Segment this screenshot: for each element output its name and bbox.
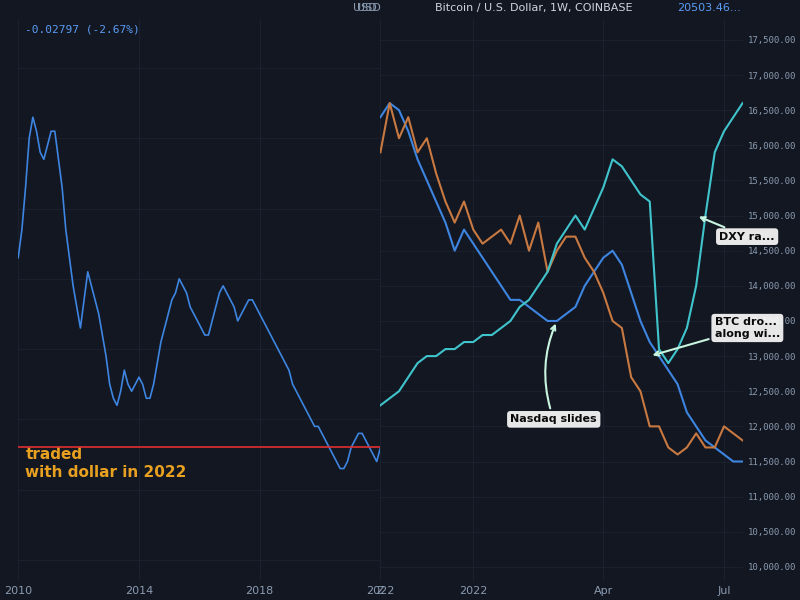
Text: Bitcoin / U.S. Dollar, 1W, COINBASE: Bitcoin / U.S. Dollar, 1W, COINBASE: [434, 3, 632, 13]
Text: 20503.46...: 20503.46...: [678, 3, 741, 13]
Text: BTC dro...
along wi...: BTC dro... along wi...: [654, 317, 780, 356]
Text: -0.02797 (-2.67%): -0.02797 (-2.67%): [26, 25, 140, 34]
Text: traded
with dollar in 2022: traded with dollar in 2022: [26, 448, 187, 480]
Text: Nasdaq slides: Nasdaq slides: [510, 326, 597, 424]
Text: DXY ra...: DXY ra...: [701, 217, 775, 242]
Text: USD: USD: [353, 3, 377, 13]
Text: USD: USD: [357, 3, 381, 13]
